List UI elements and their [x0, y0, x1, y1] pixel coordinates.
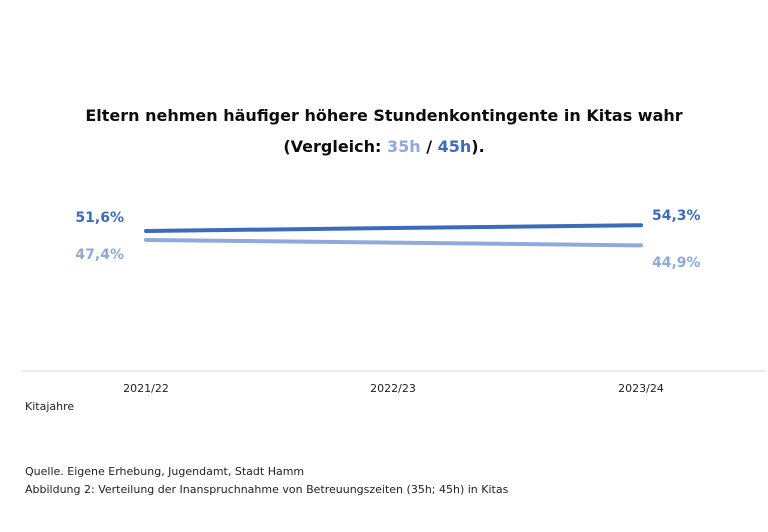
data-label-45h: 51,6%: [75, 210, 124, 226]
chart-title-line-2: (Vergleich: 35h / 45h).: [0, 131, 768, 162]
x-tick-label: 2021/22: [123, 382, 169, 395]
source-note: Quelle. Eigene Erhebung, Jugendamt, Stad…: [25, 465, 305, 478]
title-45h: 45h: [437, 137, 472, 156]
data-label-45h: 54,3%: [652, 208, 701, 224]
title-prefix: (Vergleich:: [283, 137, 387, 156]
figure-caption: Abbildung 2: Verteilung der Inanspruchna…: [25, 483, 509, 496]
x-tick-label: 2022/23: [370, 382, 416, 395]
series-line-35h: [144, 238, 643, 248]
data-label-35h: 44,9%: [652, 255, 701, 271]
series-line-45h: [144, 223, 643, 233]
chart-title: Eltern nehmen häufiger höhere Stundenkon…: [0, 100, 768, 162]
title-35h: 35h: [387, 137, 421, 156]
x-tick-label: 2023/24: [618, 382, 664, 395]
data-label-35h: 47,4%: [75, 247, 124, 263]
title-suffix: ).: [471, 137, 485, 156]
chart-title-line-1: Eltern nehmen häufiger höhere Stundenkon…: [85, 106, 683, 125]
title-separator: /: [420, 137, 438, 156]
x-axis-title: Kitajahre: [25, 400, 74, 413]
